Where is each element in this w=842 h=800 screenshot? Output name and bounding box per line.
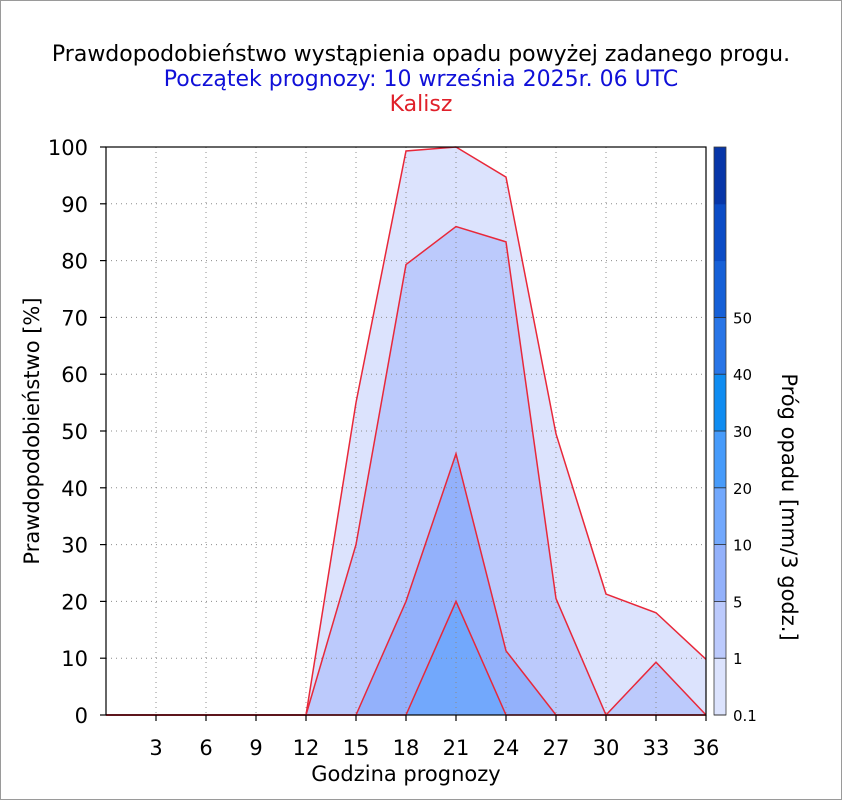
x-tick-label-2: 9 <box>249 736 262 760</box>
x-axis-ticks: 3 6 9 12 15 18 21 24 27 30 33 36 <box>149 715 719 760</box>
y-tick-label-9: 90 <box>61 193 88 217</box>
colorbar-segment-9 <box>714 147 726 205</box>
y-tick-label-2: 20 <box>61 590 88 614</box>
x-tick-label-9: 30 <box>593 736 620 760</box>
y-tick-label-0: 0 <box>75 704 88 728</box>
colorbar-segment-7 <box>714 260 726 318</box>
y-tick-label-10: 100 <box>48 136 88 160</box>
colorbar-tick-label-2: 5 <box>733 593 743 611</box>
station-name: Kalisz <box>389 92 453 117</box>
chart-title: Prawdopodobieństwo wystąpienia opadu pow… <box>51 42 791 67</box>
x-tick-label-4: 15 <box>343 736 370 760</box>
colorbar-tick-label-4: 20 <box>733 480 752 498</box>
forecast-start-subtitle: Początek prognozy: 10 września 2025r. 06… <box>163 67 679 92</box>
x-tick-label-1: 6 <box>199 736 212 760</box>
x-tick-label-3: 12 <box>293 736 320 760</box>
y-tick-label-7: 70 <box>61 306 88 330</box>
colorbar-tick-label-7: 50 <box>733 309 752 327</box>
colorbar-tick-label-6: 40 <box>733 366 752 384</box>
x-tick-label-5: 18 <box>393 736 420 760</box>
y-tick-label-6: 60 <box>61 363 88 387</box>
x-tick-label-11: 36 <box>693 736 720 760</box>
y-tick-label-1: 10 <box>61 647 88 671</box>
x-tick-label-7: 24 <box>493 736 520 760</box>
y-tick-label-5: 50 <box>61 420 88 444</box>
colorbar-label: Próg opadu [mm/3 godz.] <box>777 373 801 640</box>
colorbar-tick-label-5: 30 <box>733 423 752 441</box>
x-tick-label-10: 33 <box>643 736 670 760</box>
y-tick-label-3: 30 <box>61 534 88 558</box>
colorbar-segment-0 <box>714 658 726 716</box>
colorbar-segment-1 <box>714 601 726 659</box>
y-axis-label: Prawdopodobieństwo [%] <box>20 297 44 564</box>
y-tick-label-4: 40 <box>61 477 88 501</box>
colorbar-segment-3 <box>714 487 726 546</box>
x-tick-label-0: 3 <box>149 736 162 760</box>
colorbar-segment-6 <box>714 317 726 375</box>
colorbar-segment-8 <box>714 203 726 262</box>
colorbar-segment-2 <box>714 544 726 602</box>
x-tick-label-6: 21 <box>443 736 470 760</box>
area-threshold-1 <box>106 226 706 715</box>
x-axis-label: Godzina prognozy <box>311 762 500 786</box>
colorbar-segment-4 <box>714 431 726 489</box>
threshold-colorbar: 0.1 1 5 10 20 30 40 50 <box>713 146 757 725</box>
colorbar-tick-label-1: 1 <box>733 650 743 668</box>
y-axis-ticks: 0 10 20 30 40 50 60 70 80 90 100 <box>48 136 106 728</box>
y-tick-label-8: 80 <box>61 250 88 274</box>
colorbar-tick-label-3: 10 <box>733 537 752 555</box>
x-tick-label-8: 27 <box>543 736 570 760</box>
colorbar-tick-label-0: 0.1 <box>733 707 757 725</box>
colorbar-segment-5 <box>714 374 726 432</box>
